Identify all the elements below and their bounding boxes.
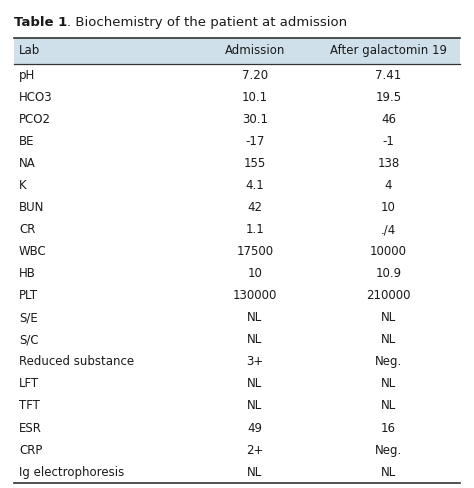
Text: CRP: CRP (19, 444, 42, 457)
Text: TFT: TFT (19, 400, 40, 412)
Text: BE: BE (19, 135, 35, 148)
Text: Neg.: Neg. (375, 444, 402, 457)
Text: NL: NL (247, 333, 263, 346)
Text: ESR: ESR (19, 422, 42, 434)
Text: 155: 155 (244, 157, 266, 170)
Text: WBC: WBC (19, 245, 47, 258)
Text: HCO3: HCO3 (19, 91, 53, 104)
Text: NA: NA (19, 157, 36, 170)
Text: 17500: 17500 (236, 245, 273, 258)
Text: 130000: 130000 (233, 289, 277, 302)
Text: Neg.: Neg. (375, 355, 402, 368)
Text: 10: 10 (381, 201, 396, 214)
Text: Table 1: Table 1 (14, 16, 67, 29)
Text: . Biochemistry of the patient at admission: . Biochemistry of the patient at admissi… (67, 16, 347, 29)
Text: NL: NL (381, 311, 396, 325)
Text: 10000: 10000 (370, 245, 407, 258)
Text: 7.20: 7.20 (242, 69, 268, 82)
Text: NL: NL (381, 400, 396, 412)
Text: PCO2: PCO2 (19, 113, 51, 126)
Text: 19.5: 19.5 (375, 91, 401, 104)
Text: S/C: S/C (19, 333, 38, 346)
Text: BUN: BUN (19, 201, 45, 214)
Text: PLT: PLT (19, 289, 38, 302)
Text: 10.1: 10.1 (242, 91, 268, 104)
Text: 138: 138 (377, 157, 400, 170)
Text: S/E: S/E (19, 311, 38, 325)
Text: 4.1: 4.1 (246, 179, 264, 192)
Text: 49: 49 (247, 422, 262, 434)
Text: 210000: 210000 (366, 289, 411, 302)
Text: 16: 16 (381, 422, 396, 434)
Text: 10: 10 (247, 267, 262, 280)
Text: HB: HB (19, 267, 36, 280)
Text: NL: NL (381, 333, 396, 346)
Text: LFT: LFT (19, 377, 39, 390)
Text: NL: NL (247, 400, 263, 412)
Text: 7.41: 7.41 (375, 69, 401, 82)
Text: NL: NL (381, 377, 396, 390)
Text: After galactomin 19: After galactomin 19 (330, 44, 447, 58)
Text: 1.1: 1.1 (246, 223, 264, 236)
Text: pH: pH (19, 69, 35, 82)
Text: ./4: ./4 (381, 223, 396, 236)
Text: 46: 46 (381, 113, 396, 126)
Bar (14, 38, 460, 64)
Text: Admission: Admission (225, 44, 285, 58)
Text: 42: 42 (247, 201, 262, 214)
Text: 10.9: 10.9 (375, 267, 401, 280)
Text: NL: NL (247, 311, 263, 325)
Text: CR: CR (19, 223, 36, 236)
Text: 2+: 2+ (246, 444, 264, 457)
Text: Ig electrophoresis: Ig electrophoresis (19, 466, 124, 479)
Text: NL: NL (381, 466, 396, 479)
Text: -1: -1 (383, 135, 394, 148)
Text: NL: NL (247, 377, 263, 390)
Text: 30.1: 30.1 (242, 113, 268, 126)
Text: K: K (19, 179, 27, 192)
Text: NL: NL (247, 466, 263, 479)
Text: Reduced substance: Reduced substance (19, 355, 134, 368)
Text: 3+: 3+ (246, 355, 264, 368)
Text: -17: -17 (245, 135, 264, 148)
Text: Lab: Lab (19, 44, 40, 58)
Text: 4: 4 (385, 179, 392, 192)
